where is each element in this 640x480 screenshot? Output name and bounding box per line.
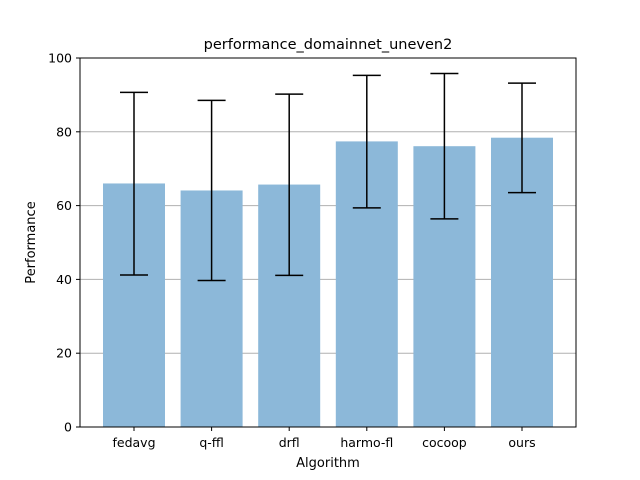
y-tick-label: 20: [56, 346, 72, 361]
x-axis-ticks: fedavg q-ffl drfl harmo-fl cocoop ours: [112, 427, 536, 450]
x-tick-label: fedavg: [112, 435, 155, 450]
y-tick-label: 100: [48, 51, 72, 66]
x-tick-label: cocoop: [422, 435, 467, 450]
y-tick-label: 60: [56, 198, 72, 213]
x-tick-label: q-ffl: [199, 435, 224, 450]
error-bars: [120, 72, 536, 282]
y-tick-label: 0: [64, 420, 72, 435]
plot-frame: [79, 57, 577, 428]
y-axis-ticks: 0 20 40 60 80 100: [48, 51, 80, 435]
y-tick-label: 80: [56, 124, 72, 139]
x-axis-label: Algorithm: [296, 456, 360, 471]
chart-title: performance_domainnet_uneven2: [204, 37, 453, 53]
x-tick-label: harmo-fl: [340, 435, 393, 450]
x-tick-label: drfl: [279, 435, 300, 450]
y-axis-label: Performance: [24, 201, 39, 283]
x-tick-label: ours: [508, 435, 535, 450]
y-tick-label: 40: [56, 272, 72, 287]
